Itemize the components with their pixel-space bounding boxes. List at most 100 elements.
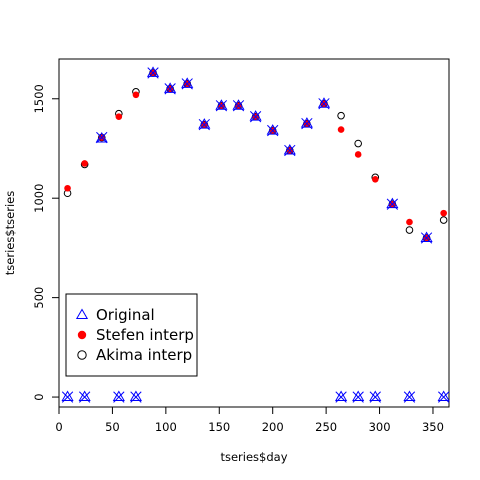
x-stroke (96, 131, 108, 144)
original-triangle-point (386, 197, 399, 209)
legend-label-akima: Akima interp (96, 346, 192, 364)
original-triangle-point (198, 118, 211, 129)
y-tick-label: 1000 (32, 184, 46, 213)
original-x-point (249, 111, 262, 123)
x-stroke (78, 391, 91, 403)
original-x-point (232, 100, 245, 112)
x-stroke (335, 391, 347, 403)
original-x-point (438, 391, 450, 403)
legend-triangle-icon (75, 308, 89, 319)
original-x-point (284, 144, 296, 157)
original-x-point (420, 232, 433, 244)
original-triangle-point (403, 390, 416, 402)
original-x-point (335, 391, 347, 403)
original-triangle-point (420, 231, 433, 242)
y-tick-label: 0 (32, 393, 46, 400)
akima-point (337, 111, 345, 120)
original-triangle-point (300, 117, 313, 128)
x-tick-label: 150 (208, 420, 230, 434)
x-axis: 0 50 100 150 200 250 300 350 (55, 406, 444, 434)
original-x-point (113, 391, 125, 403)
original-x-point (181, 78, 193, 90)
original-triangle-point (335, 390, 348, 402)
original-triangle-point (181, 77, 194, 88)
x-stroke (198, 118, 210, 131)
x-stroke (232, 100, 245, 112)
original-triangle-point (95, 132, 108, 143)
original-x-point (301, 117, 313, 130)
x-stroke (284, 144, 296, 157)
original-x-point (78, 391, 91, 403)
original-x-point (352, 391, 364, 403)
x-stroke (215, 100, 228, 112)
y-tick-label: 500 (32, 287, 46, 309)
x-stroke (164, 83, 176, 95)
y-axis: 0 500 1000 1500 (32, 84, 60, 401)
original-triangle-point (266, 124, 279, 135)
original-triangle-point (129, 390, 142, 402)
original-x-point (403, 391, 416, 403)
original-triangle-point (232, 99, 245, 110)
x-stroke (267, 124, 279, 137)
legend: Original Stefen interp Akima interp (65, 293, 198, 377)
legend-filled-circle-icon (77, 330, 87, 340)
x-tick-label: 300 (369, 420, 391, 434)
stefen-point (354, 151, 362, 158)
x-stroke (386, 198, 399, 210)
stefen-point (440, 209, 447, 217)
original-x-point (318, 98, 330, 110)
original-triangle-point (78, 390, 91, 402)
x-stroke (147, 67, 159, 79)
original-x-point (369, 391, 381, 403)
x-tick-label: 100 (155, 420, 177, 434)
original-x-point (164, 83, 176, 95)
x-stroke (403, 391, 416, 403)
original-x-point (267, 124, 279, 137)
original-triangle-point (369, 390, 382, 402)
legend-label-stefen: Stefen interp (96, 326, 194, 344)
x-tick-label: 200 (262, 420, 284, 434)
stefen-point (406, 218, 413, 226)
x-axis-title: tseries$day (220, 450, 287, 464)
original-triangle-point (283, 143, 296, 155)
legend-box (65, 293, 198, 377)
x-stroke (130, 391, 142, 403)
original-triangle-point (249, 110, 262, 121)
x-tick-label: 350 (422, 420, 444, 434)
akima-point (405, 226, 414, 234)
original-x-point (215, 100, 228, 112)
x-stroke (369, 391, 381, 403)
x-stroke (113, 391, 125, 403)
akima-point (439, 216, 448, 224)
legend-label-original: Original (96, 306, 155, 324)
original-triangle-point (215, 99, 228, 110)
stefen-point (337, 126, 345, 133)
x-tick-label: 50 (105, 420, 120, 434)
original-triangle-point (112, 390, 125, 402)
x-stroke (301, 117, 313, 130)
original-triangle-point (317, 97, 331, 108)
original-x-point (386, 198, 399, 210)
x-tick-label: 0 (55, 420, 62, 434)
x-stroke (352, 391, 364, 403)
original-x-point (96, 131, 108, 144)
stefen-point (371, 176, 379, 183)
original-x-point (61, 391, 74, 403)
akima-point (354, 139, 362, 148)
data-marks (61, 66, 450, 403)
stefen-point (132, 91, 140, 99)
original-triangle-point (437, 390, 450, 402)
original-triangle-point (352, 390, 365, 402)
x-stroke (61, 391, 74, 403)
original-triangle-point (146, 66, 160, 77)
original-triangle-point (61, 390, 74, 402)
stefen-point (115, 113, 123, 120)
y-axis-title: tseries$tseries (3, 191, 17, 275)
original-x-point (147, 67, 159, 79)
x-stroke (438, 391, 450, 403)
x-stroke (249, 111, 262, 123)
x-tick-label: 250 (315, 420, 337, 434)
x-stroke (181, 78, 193, 90)
original-x-point (130, 391, 142, 403)
